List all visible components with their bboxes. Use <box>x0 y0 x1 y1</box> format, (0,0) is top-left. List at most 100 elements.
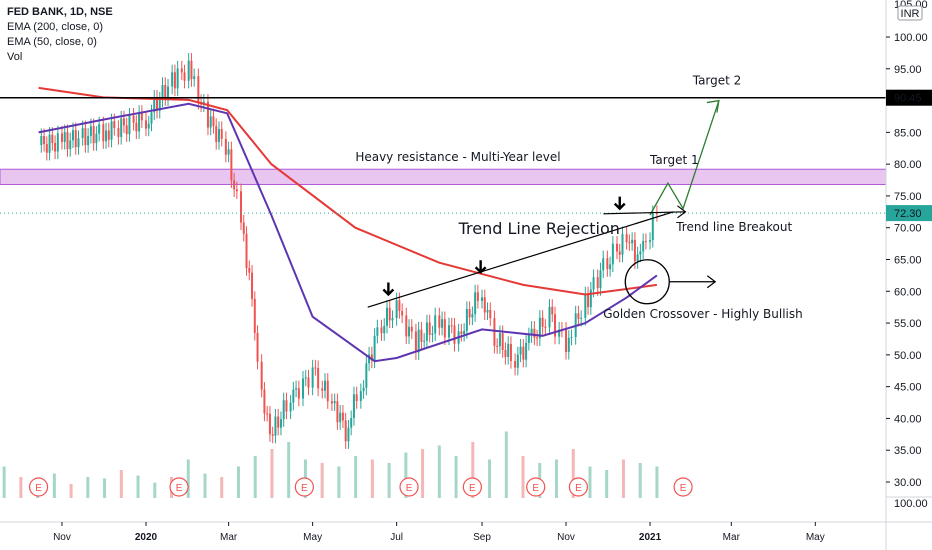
candle-body[interactable] <box>176 68 179 89</box>
volume-bar[interactable] <box>253 456 257 498</box>
candle-body[interactable] <box>496 345 499 347</box>
candle-body[interactable] <box>618 251 621 255</box>
legend-title[interactable]: FED BANK, 1D, NSE <box>7 6 113 18</box>
volume-bar[interactable] <box>521 456 525 498</box>
volume-bar[interactable] <box>437 445 441 499</box>
candle-body[interactable] <box>173 72 176 89</box>
candle-body[interactable] <box>40 136 43 146</box>
candle-body[interactable] <box>279 419 282 428</box>
volume-bar[interactable] <box>186 459 190 499</box>
candle-body[interactable] <box>138 112 141 132</box>
candle-body[interactable] <box>81 128 84 139</box>
candle-body[interactable] <box>460 331 463 334</box>
volume-bar[interactable] <box>220 477 224 498</box>
candle-body[interactable] <box>551 306 554 315</box>
volume-bar[interactable] <box>354 456 358 498</box>
candle-body[interactable] <box>567 337 570 352</box>
candle-body[interactable] <box>321 388 324 391</box>
volume-bar[interactable] <box>103 478 107 498</box>
volume-bar[interactable] <box>52 473 56 499</box>
volume-bar[interactable] <box>136 475 140 498</box>
candle-body[interactable] <box>631 239 634 244</box>
candle-body[interactable] <box>113 121 116 128</box>
candle-body[interactable] <box>644 241 647 243</box>
volume-bar[interactable] <box>488 459 492 499</box>
volume-bar[interactable] <box>621 459 625 499</box>
candle-body[interactable] <box>240 191 243 223</box>
candle-body[interactable] <box>242 222 245 234</box>
candle-body[interactable] <box>570 337 573 339</box>
candle-body[interactable] <box>233 180 236 190</box>
candle-body[interactable] <box>307 377 310 388</box>
volume-bar[interactable] <box>69 484 73 498</box>
candle-body[interactable] <box>365 363 368 388</box>
candle-body[interactable] <box>423 340 426 342</box>
candle-body[interactable] <box>230 149 233 181</box>
candle-body[interactable] <box>611 243 614 265</box>
earnings-event-icon[interactable] <box>526 477 546 497</box>
candle-body[interactable] <box>292 389 295 403</box>
volume-bar[interactable] <box>605 470 609 498</box>
candle-body[interactable] <box>95 133 98 144</box>
candle-body[interactable] <box>63 132 66 142</box>
candle-body[interactable] <box>501 333 504 350</box>
candle-body[interactable] <box>266 413 269 415</box>
candle-body[interactable] <box>493 318 496 346</box>
volume-bar[interactable] <box>554 459 558 499</box>
candle-body[interactable] <box>441 319 444 328</box>
candle-body[interactable] <box>301 378 304 399</box>
candle-body[interactable] <box>161 84 164 100</box>
candle-body[interactable] <box>156 97 159 111</box>
volume-bar[interactable] <box>370 459 374 499</box>
volume-bar[interactable] <box>236 466 240 499</box>
candle-body[interactable] <box>468 309 471 318</box>
candle-body[interactable] <box>414 331 417 353</box>
candle-body[interactable] <box>224 138 227 155</box>
volume-bar[interactable] <box>404 452 408 499</box>
candle-body[interactable] <box>530 328 533 336</box>
volume-bar[interactable] <box>421 449 425 498</box>
candle-body[interactable] <box>48 134 51 153</box>
candle-body[interactable] <box>227 149 230 155</box>
candle-body[interactable] <box>209 116 212 128</box>
trend-line[interactable] <box>367 211 674 308</box>
candle-body[interactable] <box>410 326 413 332</box>
volume-bar[interactable] <box>655 466 659 499</box>
candle-body[interactable] <box>77 138 80 148</box>
candle-body[interactable] <box>633 239 636 262</box>
candle-body[interactable] <box>324 380 327 391</box>
candle-body[interactable] <box>217 128 220 143</box>
candle-body[interactable] <box>344 420 347 442</box>
volume-bar[interactable] <box>86 477 90 498</box>
candle-body[interactable] <box>628 242 631 244</box>
candle-body[interactable] <box>220 128 223 139</box>
candle-body[interactable] <box>536 337 539 339</box>
candle-body[interactable] <box>504 349 507 357</box>
volume-bar[interactable] <box>571 449 575 498</box>
candle-body[interactable] <box>54 143 57 152</box>
candle-body[interactable] <box>110 121 113 140</box>
candle-body[interactable] <box>84 128 87 146</box>
candle-body[interactable] <box>431 333 434 335</box>
candle-body[interactable] <box>373 335 376 361</box>
candle-body[interactable] <box>408 326 411 337</box>
volume-bar[interactable] <box>2 466 6 499</box>
candle-body[interactable] <box>92 126 95 144</box>
candle-body[interactable] <box>336 401 339 423</box>
candle-body[interactable] <box>197 76 200 103</box>
candle-body[interactable] <box>158 99 161 111</box>
candle-body[interactable] <box>60 133 63 142</box>
candle-body[interactable] <box>297 388 300 399</box>
candle-body[interactable] <box>314 367 317 369</box>
candle-body[interactable] <box>522 346 525 360</box>
candle-body[interactable] <box>251 272 254 299</box>
candle-body[interactable] <box>609 264 612 270</box>
candle-body[interactable] <box>577 313 580 319</box>
candle-body[interactable] <box>56 133 59 152</box>
candle-body[interactable] <box>625 234 628 243</box>
candle-body[interactable] <box>69 140 72 150</box>
candle-body[interactable] <box>474 292 477 315</box>
candle-body[interactable] <box>642 241 645 252</box>
candle-body[interactable] <box>330 401 333 404</box>
